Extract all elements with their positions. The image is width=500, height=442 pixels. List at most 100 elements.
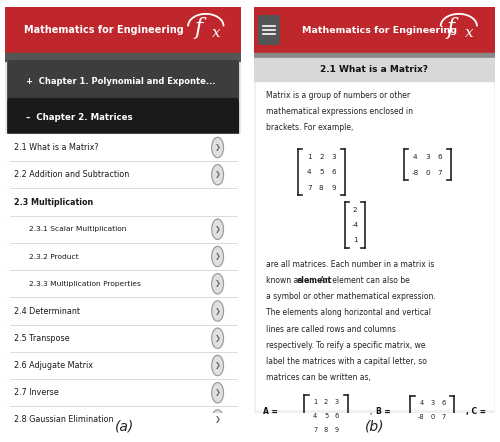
Text: -8: -8 <box>418 414 424 420</box>
Text: 0: 0 <box>430 414 434 420</box>
Text: 2: 2 <box>324 399 328 405</box>
Text: –  Chapter 2. Matrices: – Chapter 2. Matrices <box>26 113 133 122</box>
Circle shape <box>212 274 224 294</box>
Text: element: element <box>297 276 332 285</box>
Text: Mathematics for Engineering: Mathematics for Engineering <box>302 26 456 34</box>
Text: -8: -8 <box>412 170 419 175</box>
Text: 5: 5 <box>319 169 324 175</box>
Text: ,: , <box>370 407 372 416</box>
Text: 2.2 Addition and Subtraction: 2.2 Addition and Subtraction <box>14 170 130 179</box>
Text: 2: 2 <box>319 154 324 160</box>
Text: 4: 4 <box>413 154 418 160</box>
Text: mathematical expressions enclosed in: mathematical expressions enclosed in <box>266 107 413 116</box>
Bar <box>5 161 241 188</box>
Circle shape <box>212 383 224 403</box>
Text: 4: 4 <box>420 400 424 406</box>
Bar <box>5 7 241 53</box>
Text: known as an: known as an <box>266 276 316 285</box>
Text: 5: 5 <box>324 413 328 419</box>
Text: 7: 7 <box>307 185 312 191</box>
Text: 6: 6 <box>335 413 339 419</box>
Text: label the matrices with a capital letter, so: label the matrices with a capital letter… <box>266 357 426 366</box>
Text: 8: 8 <box>319 185 324 191</box>
FancyBboxPatch shape <box>8 99 238 136</box>
Circle shape <box>212 164 224 185</box>
Text: lines are called rows and columns: lines are called rows and columns <box>266 324 396 334</box>
Text: ❯: ❯ <box>214 226 220 233</box>
Bar <box>5 324 241 352</box>
Text: 2.3.3 Multiplication Properties: 2.3.3 Multiplication Properties <box>28 281 140 287</box>
Text: The elements along horizontal and vertical: The elements along horizontal and vertic… <box>266 309 431 317</box>
Text: 1: 1 <box>307 154 312 160</box>
Circle shape <box>212 410 224 430</box>
Text: ❯: ❯ <box>214 171 220 178</box>
Text: 2.4 Determinant: 2.4 Determinant <box>14 306 80 316</box>
Text: ❯: ❯ <box>214 308 220 315</box>
Text: 0: 0 <box>425 170 430 175</box>
Circle shape <box>212 301 224 321</box>
Text: +  Chapter 1. Polynomial and Exponte...: + Chapter 1. Polynomial and Exponte... <box>26 77 216 86</box>
Text: (b): (b) <box>365 419 385 433</box>
Text: 1: 1 <box>313 399 318 405</box>
Text: ❯: ❯ <box>214 416 220 423</box>
Text: 3: 3 <box>430 400 434 406</box>
Text: 7: 7 <box>437 170 442 175</box>
Text: ❯: ❯ <box>214 253 220 260</box>
Text: 9: 9 <box>331 185 336 191</box>
Bar <box>5 297 241 324</box>
Text: 2.3 Multiplication: 2.3 Multiplication <box>14 198 94 206</box>
Text: -4: -4 <box>352 222 358 228</box>
Text: 3: 3 <box>335 399 339 405</box>
Text: x: x <box>465 26 473 40</box>
Text: 6: 6 <box>441 400 446 406</box>
Text: B =: B = <box>376 407 390 416</box>
Circle shape <box>212 137 224 158</box>
Bar <box>5 270 241 297</box>
Bar <box>5 134 241 161</box>
Bar <box>254 7 495 53</box>
Text: respectively. To reify a specific matrix, we: respectively. To reify a specific matrix… <box>266 341 426 350</box>
Text: matrices can be written as,: matrices can be written as, <box>266 373 370 382</box>
Circle shape <box>212 219 224 240</box>
Text: 2.5 Transpose: 2.5 Transpose <box>14 334 70 343</box>
Text: 1: 1 <box>353 237 358 244</box>
Bar <box>254 53 495 58</box>
Text: ❯: ❯ <box>214 280 220 287</box>
Bar <box>5 379 241 406</box>
Text: 2.1 What is a Matrix?: 2.1 What is a Matrix? <box>14 143 99 152</box>
Text: 9: 9 <box>335 427 339 433</box>
Text: are all matrices. Each number in a matrix is: are all matrices. Each number in a matri… <box>266 259 434 269</box>
Text: f: f <box>194 17 202 39</box>
Text: ❯: ❯ <box>214 335 220 342</box>
Text: f: f <box>447 17 455 39</box>
Bar <box>5 188 241 216</box>
Bar <box>5 352 241 379</box>
Circle shape <box>212 246 224 267</box>
Text: (a): (a) <box>116 419 134 433</box>
Bar <box>5 53 241 61</box>
Text: 2.3.2 Product: 2.3.2 Product <box>28 254 78 259</box>
Text: 6: 6 <box>331 169 336 175</box>
FancyBboxPatch shape <box>258 16 279 44</box>
Text: 6: 6 <box>437 154 442 160</box>
Text: 8: 8 <box>324 427 328 433</box>
Bar <box>5 243 241 270</box>
Text: Mathematics for Engineering: Mathematics for Engineering <box>24 25 184 35</box>
Text: A =: A = <box>264 407 278 416</box>
Text: 3: 3 <box>425 154 430 160</box>
Text: ❯: ❯ <box>214 362 220 369</box>
Text: 2.3.1 Scalar Multiplication: 2.3.1 Scalar Multiplication <box>28 226 126 232</box>
Text: 4: 4 <box>307 169 312 175</box>
Text: 3: 3 <box>331 154 336 160</box>
Text: 2.8 Gaussian Elimination: 2.8 Gaussian Elimination <box>14 415 114 424</box>
Text: ❯: ❯ <box>214 389 220 396</box>
Text: 7: 7 <box>313 427 318 433</box>
Bar <box>5 406 241 434</box>
Text: Matrix is a group of numbers or other: Matrix is a group of numbers or other <box>266 91 410 100</box>
Circle shape <box>212 328 224 348</box>
Text: ❯: ❯ <box>214 144 220 151</box>
Text: 2.6 Adjugate Matrix: 2.6 Adjugate Matrix <box>14 361 94 370</box>
Text: . An element can also be: . An element can also be <box>315 276 410 285</box>
Text: 7: 7 <box>441 414 446 420</box>
Text: 2.7 Inverse: 2.7 Inverse <box>14 388 59 397</box>
